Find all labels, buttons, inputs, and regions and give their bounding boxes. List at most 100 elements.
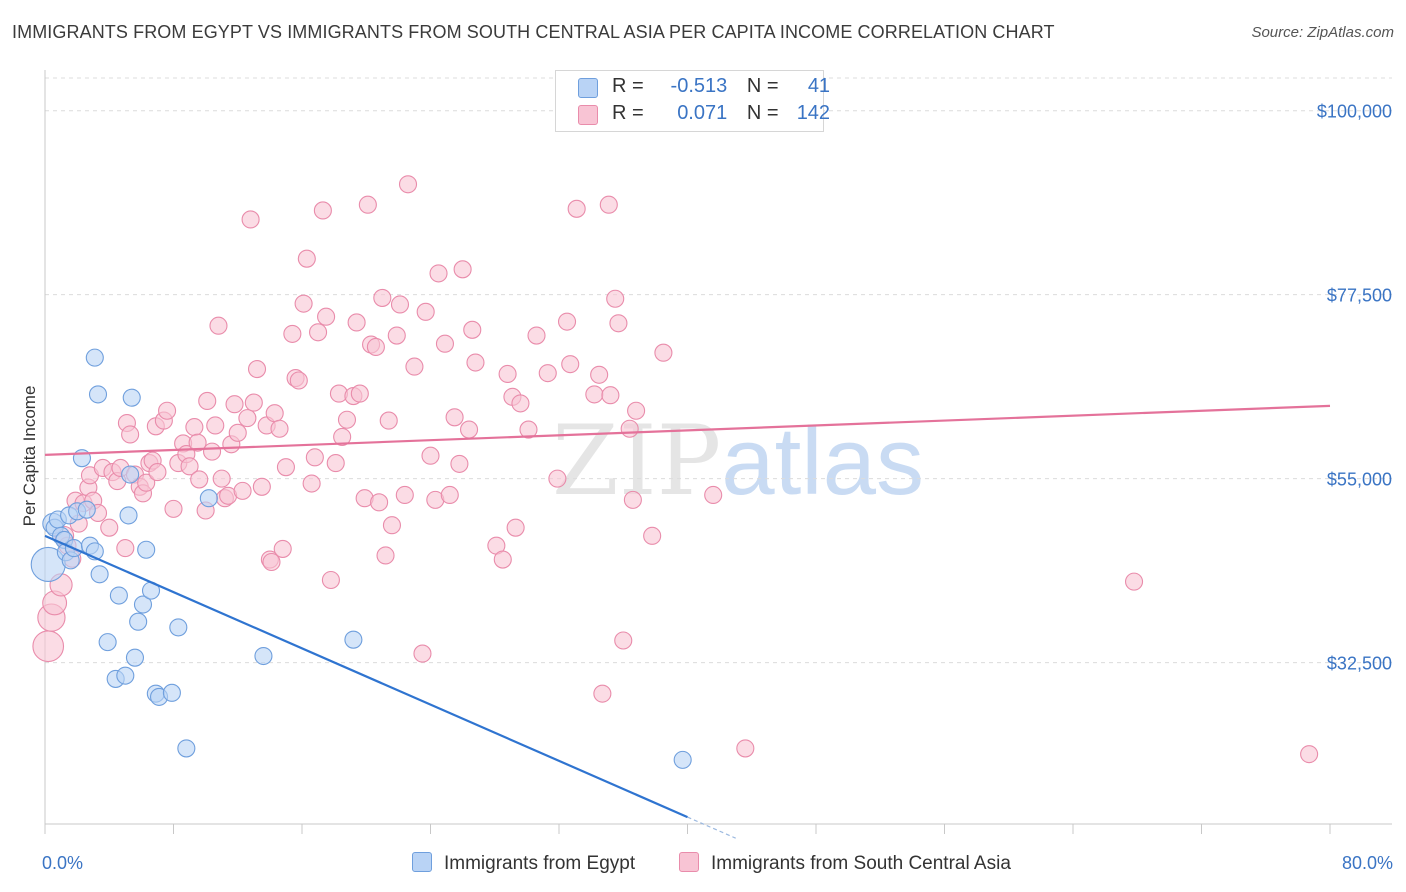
axes-layer — [44, 70, 1392, 834]
egypt-point — [98, 633, 117, 652]
asia-point — [511, 394, 530, 413]
asia-point — [148, 463, 167, 482]
asia-point — [466, 353, 485, 372]
asia-point — [203, 442, 222, 461]
bottom-swatch-egypt — [412, 852, 432, 872]
legend-swatch-egypt — [578, 78, 598, 98]
asia-point — [421, 446, 440, 465]
asia-point — [121, 425, 140, 444]
asia-point — [643, 526, 662, 545]
bottom-legend-asia-label: Immigrants from South Central Asia — [711, 853, 1011, 874]
legend-r-value-asia: 0.071 — [677, 102, 728, 124]
bottom-legend-asia: Immigrants from South Central Asia — [679, 852, 1011, 875]
asia-point — [309, 323, 328, 342]
y-tick-label: $55,000 — [1327, 470, 1392, 490]
asia-point — [557, 312, 577, 331]
legend-n-label: N = — [746, 102, 779, 124]
asia-point — [599, 195, 618, 214]
asia-point — [289, 371, 308, 390]
egypt-point — [90, 565, 109, 584]
asia-point — [413, 644, 432, 663]
asia-point — [459, 420, 479, 439]
asia-point — [212, 469, 231, 488]
asia-point — [270, 419, 289, 438]
asia-point — [209, 316, 228, 335]
asia-point — [206, 416, 225, 435]
egypt-point — [109, 586, 128, 605]
asia-point — [337, 410, 357, 429]
egypt-point — [116, 666, 135, 685]
legend-n-label: N = — [746, 75, 779, 97]
asia-point — [347, 313, 366, 332]
bottom-legend-egypt: Immigrants from Egypt — [412, 852, 635, 875]
asia-point — [463, 320, 482, 339]
asia-point — [116, 539, 135, 558]
labels-layer: $100,000 $77,500 $55,000 $32,500 0.0% 80.0% Pe… — [20, 102, 1393, 873]
asia-point — [32, 630, 65, 663]
legend-swatch-asia — [578, 105, 598, 125]
egypt-point — [125, 648, 144, 667]
asia-point — [614, 631, 633, 650]
asia-point — [590, 365, 609, 384]
asia-point — [297, 249, 316, 268]
asia-point — [620, 419, 639, 438]
asia-point — [247, 360, 267, 379]
asia-point — [370, 493, 389, 512]
asia-point — [317, 307, 336, 326]
legend-r-label: R = — [612, 102, 644, 124]
egypt-point — [119, 506, 138, 525]
asia-point — [1124, 572, 1144, 591]
legend-n-value-asia: 142 — [796, 102, 831, 124]
asia-point — [180, 457, 199, 476]
x-tick-label-min: 0.0% — [42, 853, 83, 873]
asia-point — [262, 552, 281, 572]
asia-point — [593, 684, 612, 703]
asia-point — [548, 469, 567, 488]
correlation-legend: R = -0.513 N = 41 R = 0.071 N = 142 — [555, 70, 830, 132]
y-tick-label: $77,500 — [1327, 286, 1392, 306]
asia-point — [606, 289, 625, 308]
asia-point — [188, 433, 207, 452]
asia-point — [445, 408, 464, 427]
asia-point — [416, 302, 435, 321]
asia-point — [379, 411, 398, 430]
asia-point — [1300, 745, 1319, 764]
asia-point — [283, 324, 302, 343]
asia-point — [376, 546, 395, 565]
y-axis-title: Per Capita Income — [20, 386, 39, 527]
egypt-point — [77, 500, 96, 519]
asia-point — [265, 404, 284, 423]
asia-point — [390, 295, 410, 314]
egypt-point — [122, 388, 141, 407]
asia-point — [601, 386, 620, 405]
egypt-point — [162, 683, 181, 702]
grid-layer — [45, 77, 1392, 664]
asia-point — [387, 326, 406, 345]
asia-point — [527, 326, 546, 345]
asia-point — [358, 195, 377, 214]
asia-point — [561, 355, 580, 374]
bottom-legend-egypt-label: Immigrants from Egypt — [444, 853, 636, 874]
asia-point — [350, 384, 369, 403]
egypt-point — [133, 595, 153, 614]
asia-point — [225, 395, 244, 414]
source-label: Source: ZipAtlas.com — [1251, 24, 1394, 41]
asia-point — [395, 485, 414, 505]
asia-point — [137, 473, 156, 492]
egypt-point — [137, 540, 156, 559]
asia-point — [294, 294, 313, 313]
egypt-point — [344, 630, 363, 649]
asia-point — [100, 518, 119, 537]
asia-point — [440, 485, 459, 505]
asia-trend-line — [44, 404, 1331, 457]
bottom-swatch-asia — [679, 852, 699, 872]
asia-point — [567, 199, 586, 218]
asia-point — [313, 201, 332, 220]
asia-point — [627, 401, 646, 420]
asia-point — [366, 337, 385, 357]
legend-r-label: R = — [612, 75, 644, 97]
egypt-point — [673, 750, 692, 769]
egypt-point — [85, 348, 104, 367]
asia-point — [585, 385, 604, 404]
asia-point — [538, 364, 557, 383]
